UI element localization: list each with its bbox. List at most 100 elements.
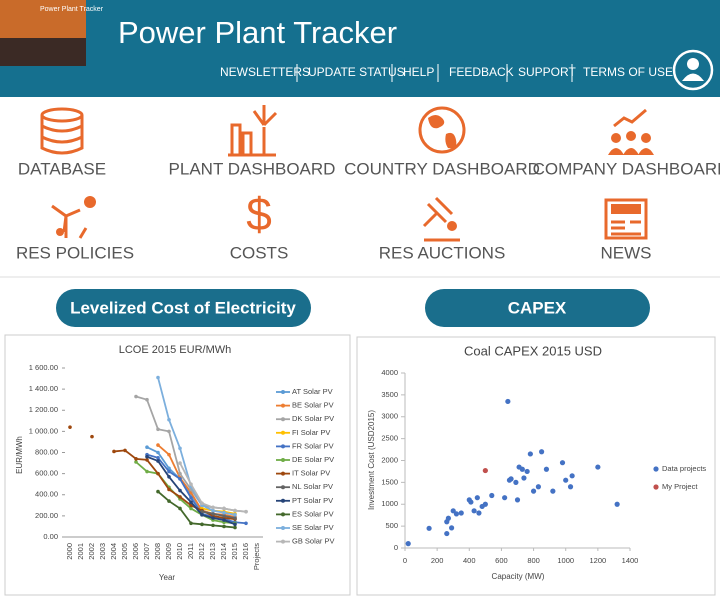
- legend-marker: [281, 390, 285, 394]
- scatter-point: [513, 479, 519, 485]
- line-marker: [233, 513, 237, 517]
- tile-label[interactable]: DATABASE: [18, 159, 106, 178]
- scatter-point: [482, 501, 488, 507]
- scatter-point: [468, 499, 474, 505]
- tile-label[interactable]: NEWS: [601, 243, 652, 262]
- legend-marker: [281, 526, 285, 530]
- scatter-point: [482, 467, 488, 474]
- scatter-point: [426, 525, 432, 531]
- legend-label: DE Solar PV: [292, 455, 334, 464]
- y-tick-label: 3000: [381, 412, 398, 421]
- line-marker: [167, 429, 171, 434]
- x-tick-label: 2016: [241, 543, 250, 560]
- chart-title: Coal CAPEX 2015 USD: [464, 343, 602, 358]
- scatter-point: [530, 488, 537, 494]
- x-tick-label: 600: [495, 556, 508, 565]
- scatter-point: [563, 477, 569, 483]
- line-series: [157, 490, 236, 529]
- scatter-point: [519, 466, 525, 472]
- nav-link[interactable]: SUPPORT: [518, 65, 576, 79]
- legend-label: ES Solar PV: [292, 509, 334, 518]
- tile-label[interactable]: COUNTRY DASHBOARD: [344, 159, 540, 178]
- scatter-point: [550, 488, 556, 494]
- x-tick-label: 1400: [622, 556, 639, 565]
- legend-marker: [281, 471, 285, 476]
- lcoe-button[interactable]: [56, 289, 311, 327]
- x-tick-label: 2006: [131, 543, 140, 560]
- icon-plant: [228, 105, 278, 157]
- line-marker: [189, 496, 193, 500]
- line-marker: [145, 469, 149, 474]
- scatter-point: [450, 508, 456, 514]
- nav-link[interactable]: HELP: [403, 65, 434, 79]
- legend-label: My Project: [662, 482, 698, 491]
- line-marker: [156, 459, 160, 463]
- line-marker: [211, 523, 215, 528]
- line-marker: [222, 524, 226, 529]
- capex-panel: [356, 336, 716, 596]
- tile-label[interactable]: COMPANY DASHBOARD: [533, 159, 720, 178]
- chart-title: LCOE 2015 EUR/MWh: [119, 344, 231, 356]
- legend-marker: [281, 417, 285, 422]
- legend-marker: [281, 485, 285, 490]
- capex-button-label[interactable]: CAPEX: [508, 298, 567, 317]
- line-marker: [145, 445, 149, 450]
- site-title[interactable]: Power Plant Tracker: [118, 15, 397, 50]
- y-tick-label: 1000: [381, 499, 398, 508]
- tile-label[interactable]: COSTS: [230, 243, 289, 262]
- legend-marker: [281, 498, 285, 503]
- lcoe-button-label[interactable]: Levelized Cost of Electricity: [70, 298, 296, 317]
- svg-text:$: $: [246, 188, 272, 240]
- y-tick-label: 1 400.00: [29, 384, 58, 393]
- line-marker: [178, 506, 182, 511]
- x-tick-label: 2003: [98, 543, 107, 560]
- x-tick-label: Projects: [252, 543, 261, 570]
- tile-label[interactable]: PLANT DASHBOARD: [169, 159, 336, 178]
- line-marker: [68, 425, 72, 429]
- line-marker: [211, 516, 215, 520]
- line-series: [157, 377, 236, 516]
- x-tick-label: 2014: [219, 543, 228, 560]
- icon-auctions: [422, 196, 460, 242]
- line-marker: [156, 471, 160, 476]
- line-marker: [167, 487, 171, 492]
- line-marker: [233, 508, 237, 513]
- line-marker: [167, 417, 171, 422]
- x-tick-label: 2005: [120, 543, 129, 560]
- header-bar: [0, 0, 720, 97]
- scatter-point: [524, 468, 530, 475]
- logo-text: Power Plant Tracker: [40, 6, 104, 13]
- nav-link[interactable]: FEEDBACK: [449, 65, 514, 79]
- legend-label: SE Solar PV: [292, 523, 334, 532]
- line-marker: [134, 460, 138, 464]
- line-marker: [145, 397, 149, 402]
- scatter-point: [539, 449, 545, 455]
- x-tick-label: 400: [463, 556, 476, 565]
- tile-label[interactable]: RES AUCTIONS: [379, 243, 506, 262]
- scatter-point: [449, 525, 455, 531]
- scatter-point: [614, 501, 620, 507]
- x-tick-label: 1200: [590, 556, 607, 565]
- user-head: [687, 58, 699, 70]
- line-marker: [178, 488, 182, 493]
- nav-link[interactable]: TERMS OF USE: [583, 65, 673, 79]
- line-marker: [178, 461, 182, 465]
- icon-company: [608, 108, 654, 155]
- legend-label: IT Solar PV: [292, 469, 330, 478]
- x-tick-label: 0: [403, 556, 407, 565]
- x-tick-label: 800: [527, 556, 540, 565]
- line-marker: [178, 477, 182, 481]
- nav-link[interactable]: UPDATE STATUS: [308, 65, 405, 79]
- x-tick-label: 2002: [87, 543, 96, 560]
- y-tick-label: 1 200.00: [29, 405, 58, 414]
- tile-label[interactable]: RES POLICIES: [16, 243, 134, 262]
- user-icon[interactable]: [672, 49, 714, 91]
- y-tick-label: 1 000.00: [29, 426, 58, 435]
- x-tick-label: 2011: [186, 543, 195, 559]
- line-marker: [200, 522, 204, 527]
- nav-link[interactable]: NEWSLETTERS: [220, 65, 310, 79]
- capex-button[interactable]: [425, 289, 650, 327]
- line-marker: [233, 516, 237, 520]
